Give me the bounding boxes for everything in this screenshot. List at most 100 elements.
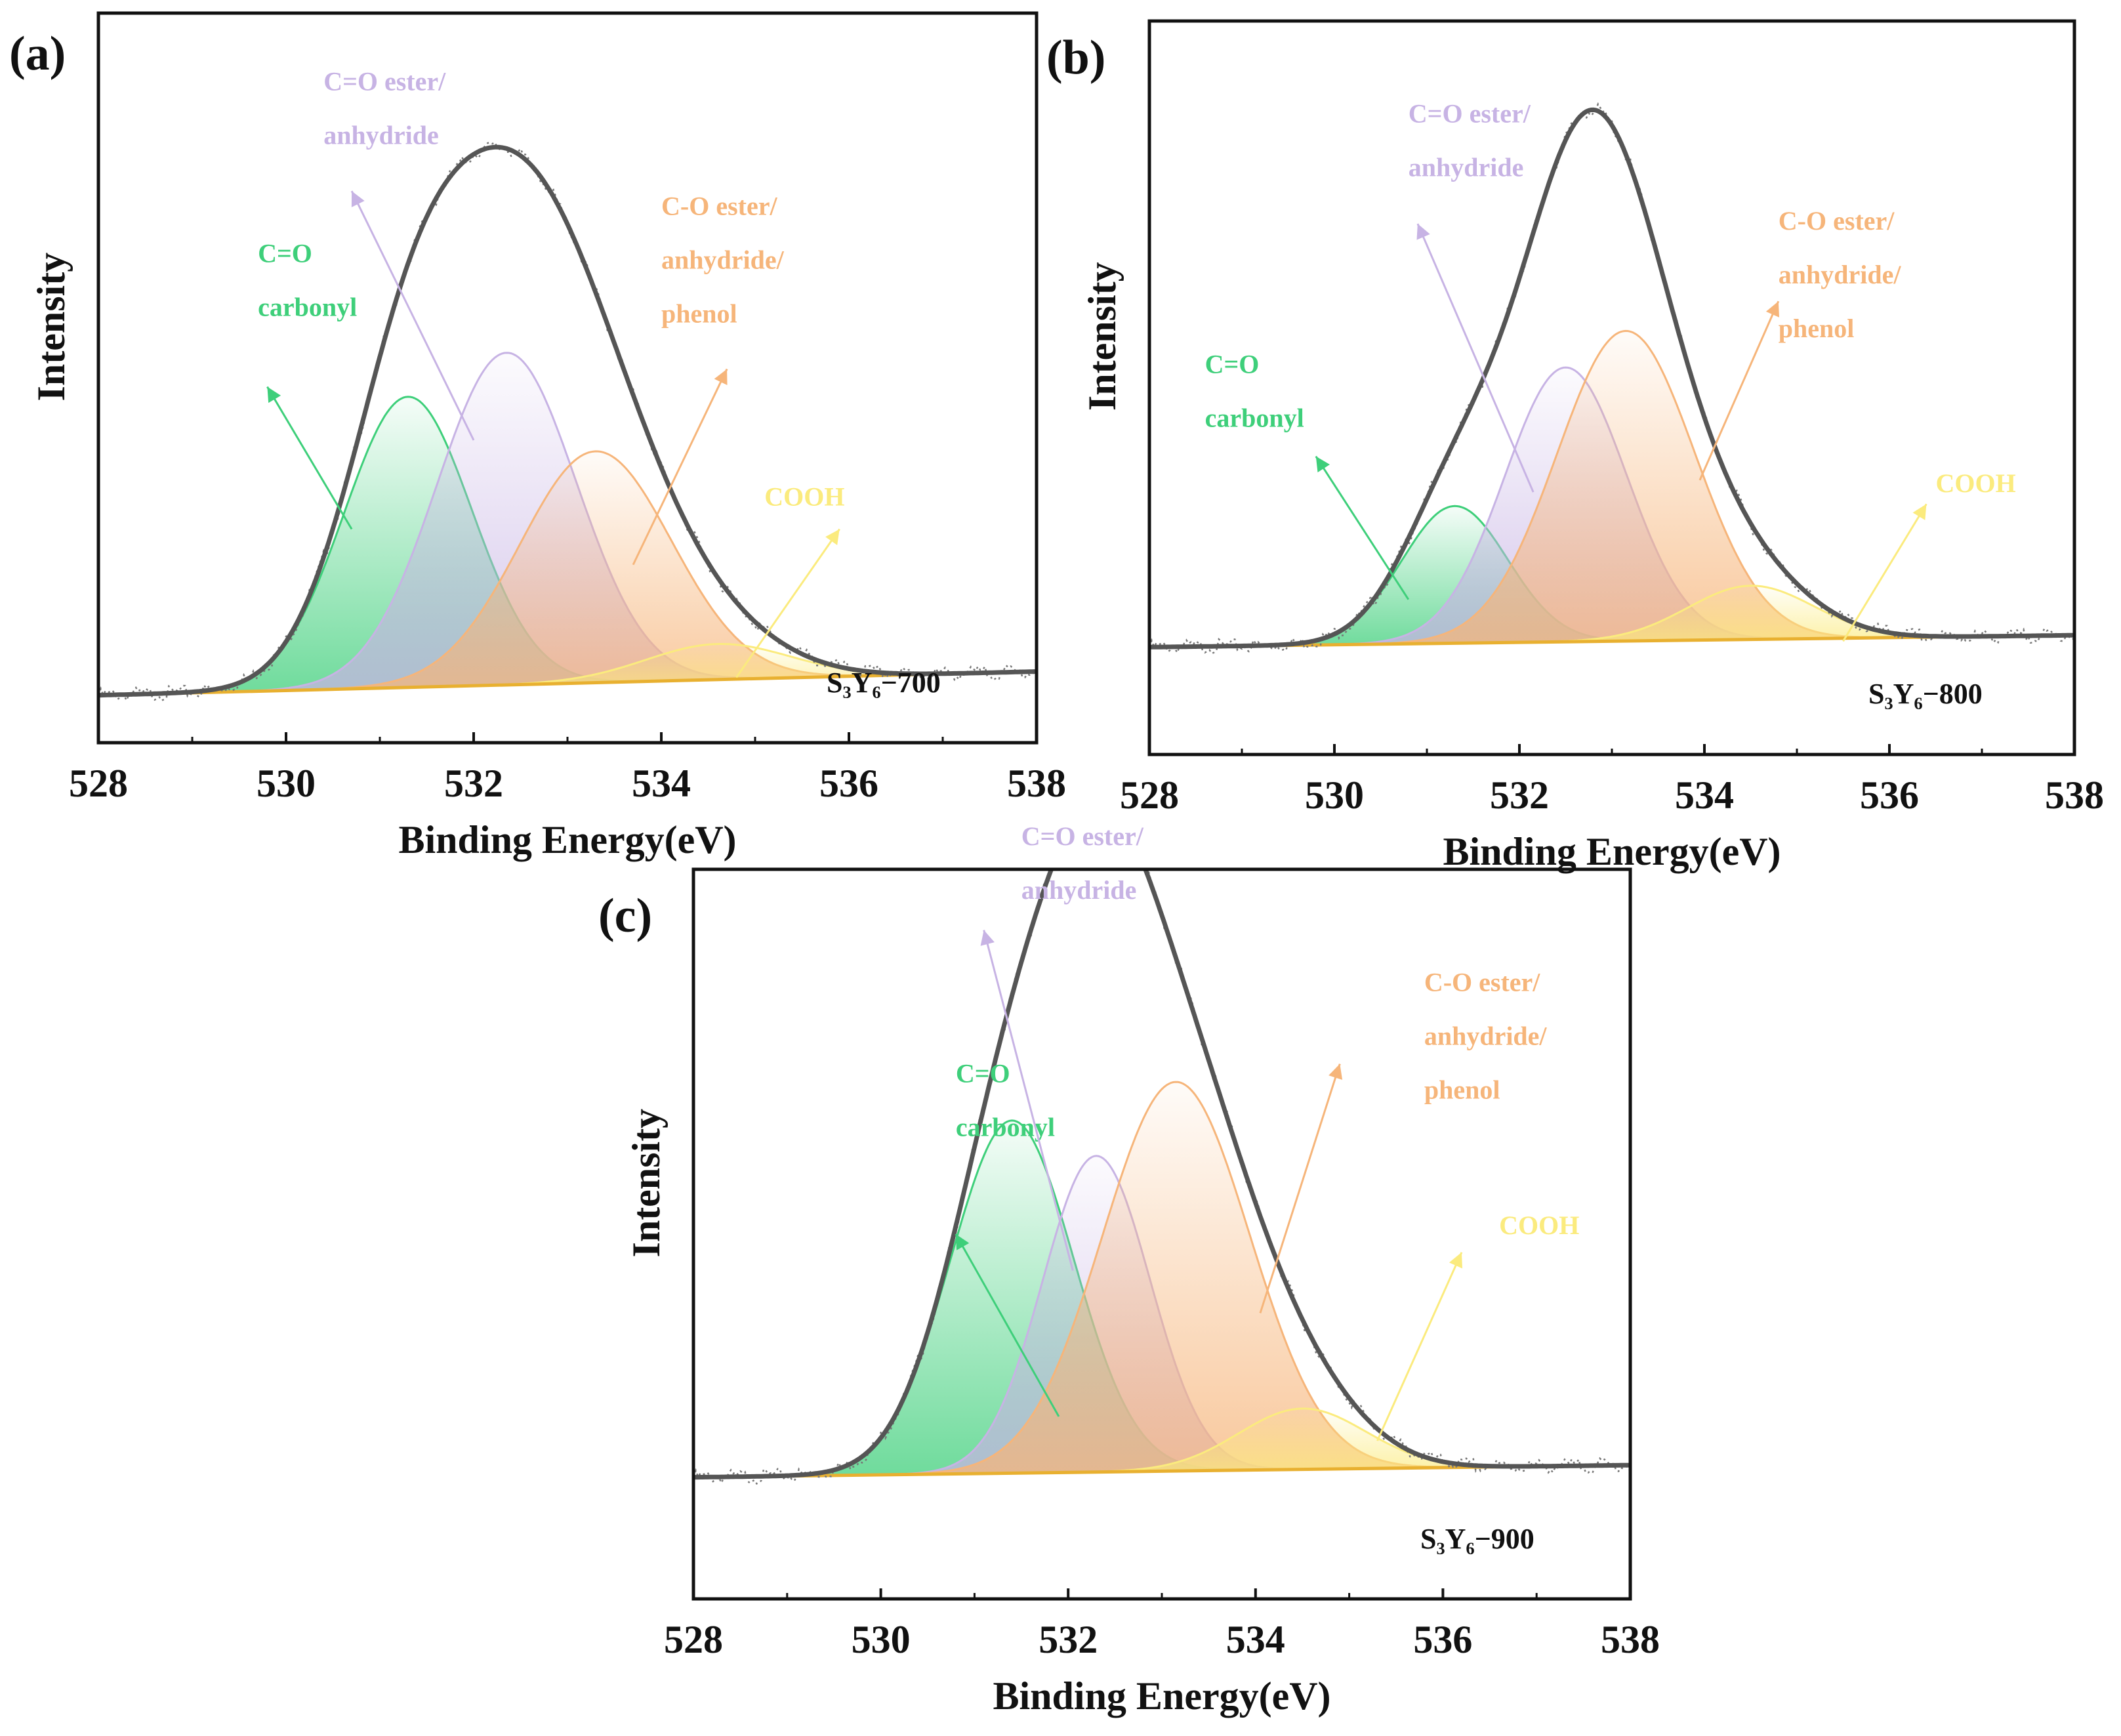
panel-a-annotation-3: C-O ester/anhydride/phenol	[632, 191, 785, 566]
panel-c-annotation-arrowhead-2	[980, 930, 995, 946]
panel-a-annotation-arrowhead-3	[714, 369, 728, 386]
panel-a-y-axis-title: Intensity	[30, 253, 73, 402]
panel-b-annotation-text-2-2: anhydride	[1409, 153, 1524, 182]
panel-a-tick-label-528: 528	[69, 762, 128, 805]
panel-a-tick-label-538: 538	[1007, 762, 1066, 805]
panel-a-peak-fill-1	[98, 396, 1037, 695]
panel-b-tick-label-536: 536	[1860, 774, 1919, 817]
panel-a-annotation-text-4-1: COOH	[764, 482, 844, 511]
panel-a-annotation-arrowhead-2	[351, 191, 365, 207]
panel-a-baseline	[98, 670, 1037, 697]
panel-a-annotation-arrowhead-4	[825, 529, 840, 545]
panel-a-tick-label-532: 532	[444, 762, 503, 805]
panel-b-sample-name: S₃Y₆−800	[1868, 678, 1983, 710]
panel-c-annotation-text-3-3: phenol	[1424, 1075, 1500, 1104]
panel-b-annotation-text-3-2: anhydride/	[1779, 260, 1902, 289]
panel-b-annotation-text-3-1: C-O ester/	[1779, 206, 1895, 236]
panel-b-annotation-2: C=O ester/anhydride	[1409, 99, 1534, 493]
panel-b-annotation-text-4-1: COOH	[1936, 468, 2016, 498]
panel-a-annotation-text-2-1: C=O ester/	[323, 67, 446, 96]
panel-c-annotation-text-2-2: anhydride	[1021, 875, 1137, 905]
panel-b-peak-fill-3	[1149, 331, 2074, 648]
panel-b-annotation-3: C-O ester/anhydride/phenol	[1699, 206, 1902, 481]
panel-c-annotation-text-3-1: C-O ester/	[1424, 967, 1540, 997]
panel-a-plot-area	[98, 141, 1037, 703]
panel-c-sample-name: S₃Y₆−900	[1420, 1523, 1534, 1555]
panel-c-annotation-3: C-O ester/anhydride/phenol	[1259, 967, 1548, 1313]
panel-a-tick-label-536: 536	[819, 762, 878, 805]
panel-c-annotation-text-3-2: anhydride/	[1424, 1021, 1548, 1050]
panel-a-annotation-2: C=O ester/anhydride	[323, 67, 475, 441]
panel-b-peak-fill-4	[1149, 585, 2074, 648]
panel-c-annotation-text-4-1: COOH	[1499, 1210, 1579, 1240]
panel-b-annotation-arrow-2	[1416, 223, 1534, 493]
panel-c-x-axis-title: Binding Energy(eV)	[993, 1674, 1330, 1718]
panel-c-annotation-arrowhead-3	[1328, 1064, 1343, 1080]
panel-a-annotation-arrowhead-1	[267, 386, 281, 403]
panel-a-annotation-4: COOH	[735, 482, 845, 678]
panel-a-peak-fill-3	[98, 451, 1037, 695]
panel-b-annotation-1: C=O carbonyl	[1205, 349, 1410, 600]
panel-a-sample-name: S₃Y₆−700	[827, 667, 941, 699]
panel-b-tick-label-528: 528	[1120, 774, 1179, 817]
panel-c-tick-label-532: 532	[1039, 1618, 1098, 1661]
panel-b-annotation-4: COOH	[1842, 468, 2016, 642]
panel-b-annotation-arrow-1	[1315, 455, 1410, 600]
panel-b-annotation-text-3-3: phenol	[1779, 314, 1855, 343]
panel-c-plot-area	[693, 869, 1630, 1485]
panel-a-annotation-arrow-2	[350, 190, 475, 441]
panel-c-tick-label-530: 530	[852, 1618, 911, 1661]
panel-c-peak-fill-4	[693, 1409, 1630, 1478]
panel-c-label: (c)	[598, 889, 652, 943]
panel-a-annotation-text-3-1: C-O ester/	[661, 191, 777, 220]
panel-a-annotation-text-3-3: phenol	[661, 299, 737, 328]
panel-b-x-axis-title: Binding Energy(eV)	[1443, 830, 1781, 873]
panel-b-annotation-arrow-4	[1842, 503, 1927, 642]
panel-b-annotation-text-1-2: carbonyl	[1205, 403, 1304, 432]
panel-c-annotation-text-2-1: C=O ester/	[1021, 821, 1144, 851]
panel-a-fit-envelope	[98, 144, 1037, 698]
panel-b-tick-label-538: 538	[2045, 774, 2104, 817]
panel-b-annotation-text-2-1: C=O ester/	[1409, 99, 1531, 129]
panel-c-annotation-arrow-1	[955, 1233, 1060, 1417]
panel-b-annotation-arrowhead-1	[1315, 456, 1330, 472]
panel-b-peak-fill-1	[1149, 506, 2074, 648]
panel-b-tick-label-534: 534	[1675, 774, 1734, 817]
panel-c-annotation-arrowhead-1	[955, 1234, 970, 1250]
panel-c-annotation-arrow-4	[1376, 1252, 1463, 1441]
panel-c-annotation-2: C=O ester/anhydride	[980, 821, 1144, 1271]
panel-a-label: (a)	[9, 27, 66, 81]
panel-a-annotation-text-3-2: anhydride/	[661, 245, 785, 274]
panel-b-tick-label-530: 530	[1305, 774, 1364, 817]
panel-c-tick-label-538: 538	[1601, 1618, 1660, 1661]
panel-c-y-axis-title: Intensity	[625, 1109, 668, 1258]
panel-c-annotation-text-1-2: carbonyl	[956, 1112, 1055, 1142]
panel-c-annotation-text-1-1: C=O	[956, 1058, 1010, 1088]
panel-c-tick-label-534: 534	[1226, 1618, 1285, 1661]
panel-c-annotation-arrowhead-4	[1449, 1252, 1463, 1269]
panel-a-annotation-arrow-4	[735, 528, 840, 678]
panel-b-annotation-arrowhead-3	[1765, 301, 1780, 318]
panel-c-tick-label-536: 536	[1413, 1618, 1472, 1661]
panel-c-annotation-arrow-3	[1259, 1064, 1341, 1313]
panel-c-peak-fill-3	[693, 1082, 1630, 1478]
panel-b-tick-label-532: 532	[1490, 774, 1549, 817]
panel-a-annotation-arrow-1	[266, 386, 353, 530]
panel-b-annotation-arrowhead-4	[1912, 504, 1927, 520]
panel-a-annotation-arrow-3	[632, 368, 728, 566]
panel-a-x-axis-title: Binding Energy(eV)	[398, 818, 736, 861]
panel-a-annotation-text-1-1: C=O	[258, 239, 312, 268]
panel-b-y-axis-title: Intensity	[1081, 262, 1124, 411]
panel-b-annotation-arrowhead-2	[1416, 224, 1430, 240]
panel-c-annotation-arrow-2	[983, 930, 1074, 1271]
panel-b-annotation-arrow-3	[1699, 300, 1780, 481]
panel-c-peak-fill-1	[693, 1120, 1630, 1478]
panel-a-annotation-text-1-2: carbonyl	[258, 293, 357, 322]
panel-a-annotation-1: C=O carbonyl	[258, 239, 357, 530]
panel-a-tick-label-530: 530	[257, 762, 316, 805]
panel-c-annotation-4: COOH	[1376, 1210, 1579, 1441]
panel-a-tick-label-534: 534	[632, 762, 691, 805]
